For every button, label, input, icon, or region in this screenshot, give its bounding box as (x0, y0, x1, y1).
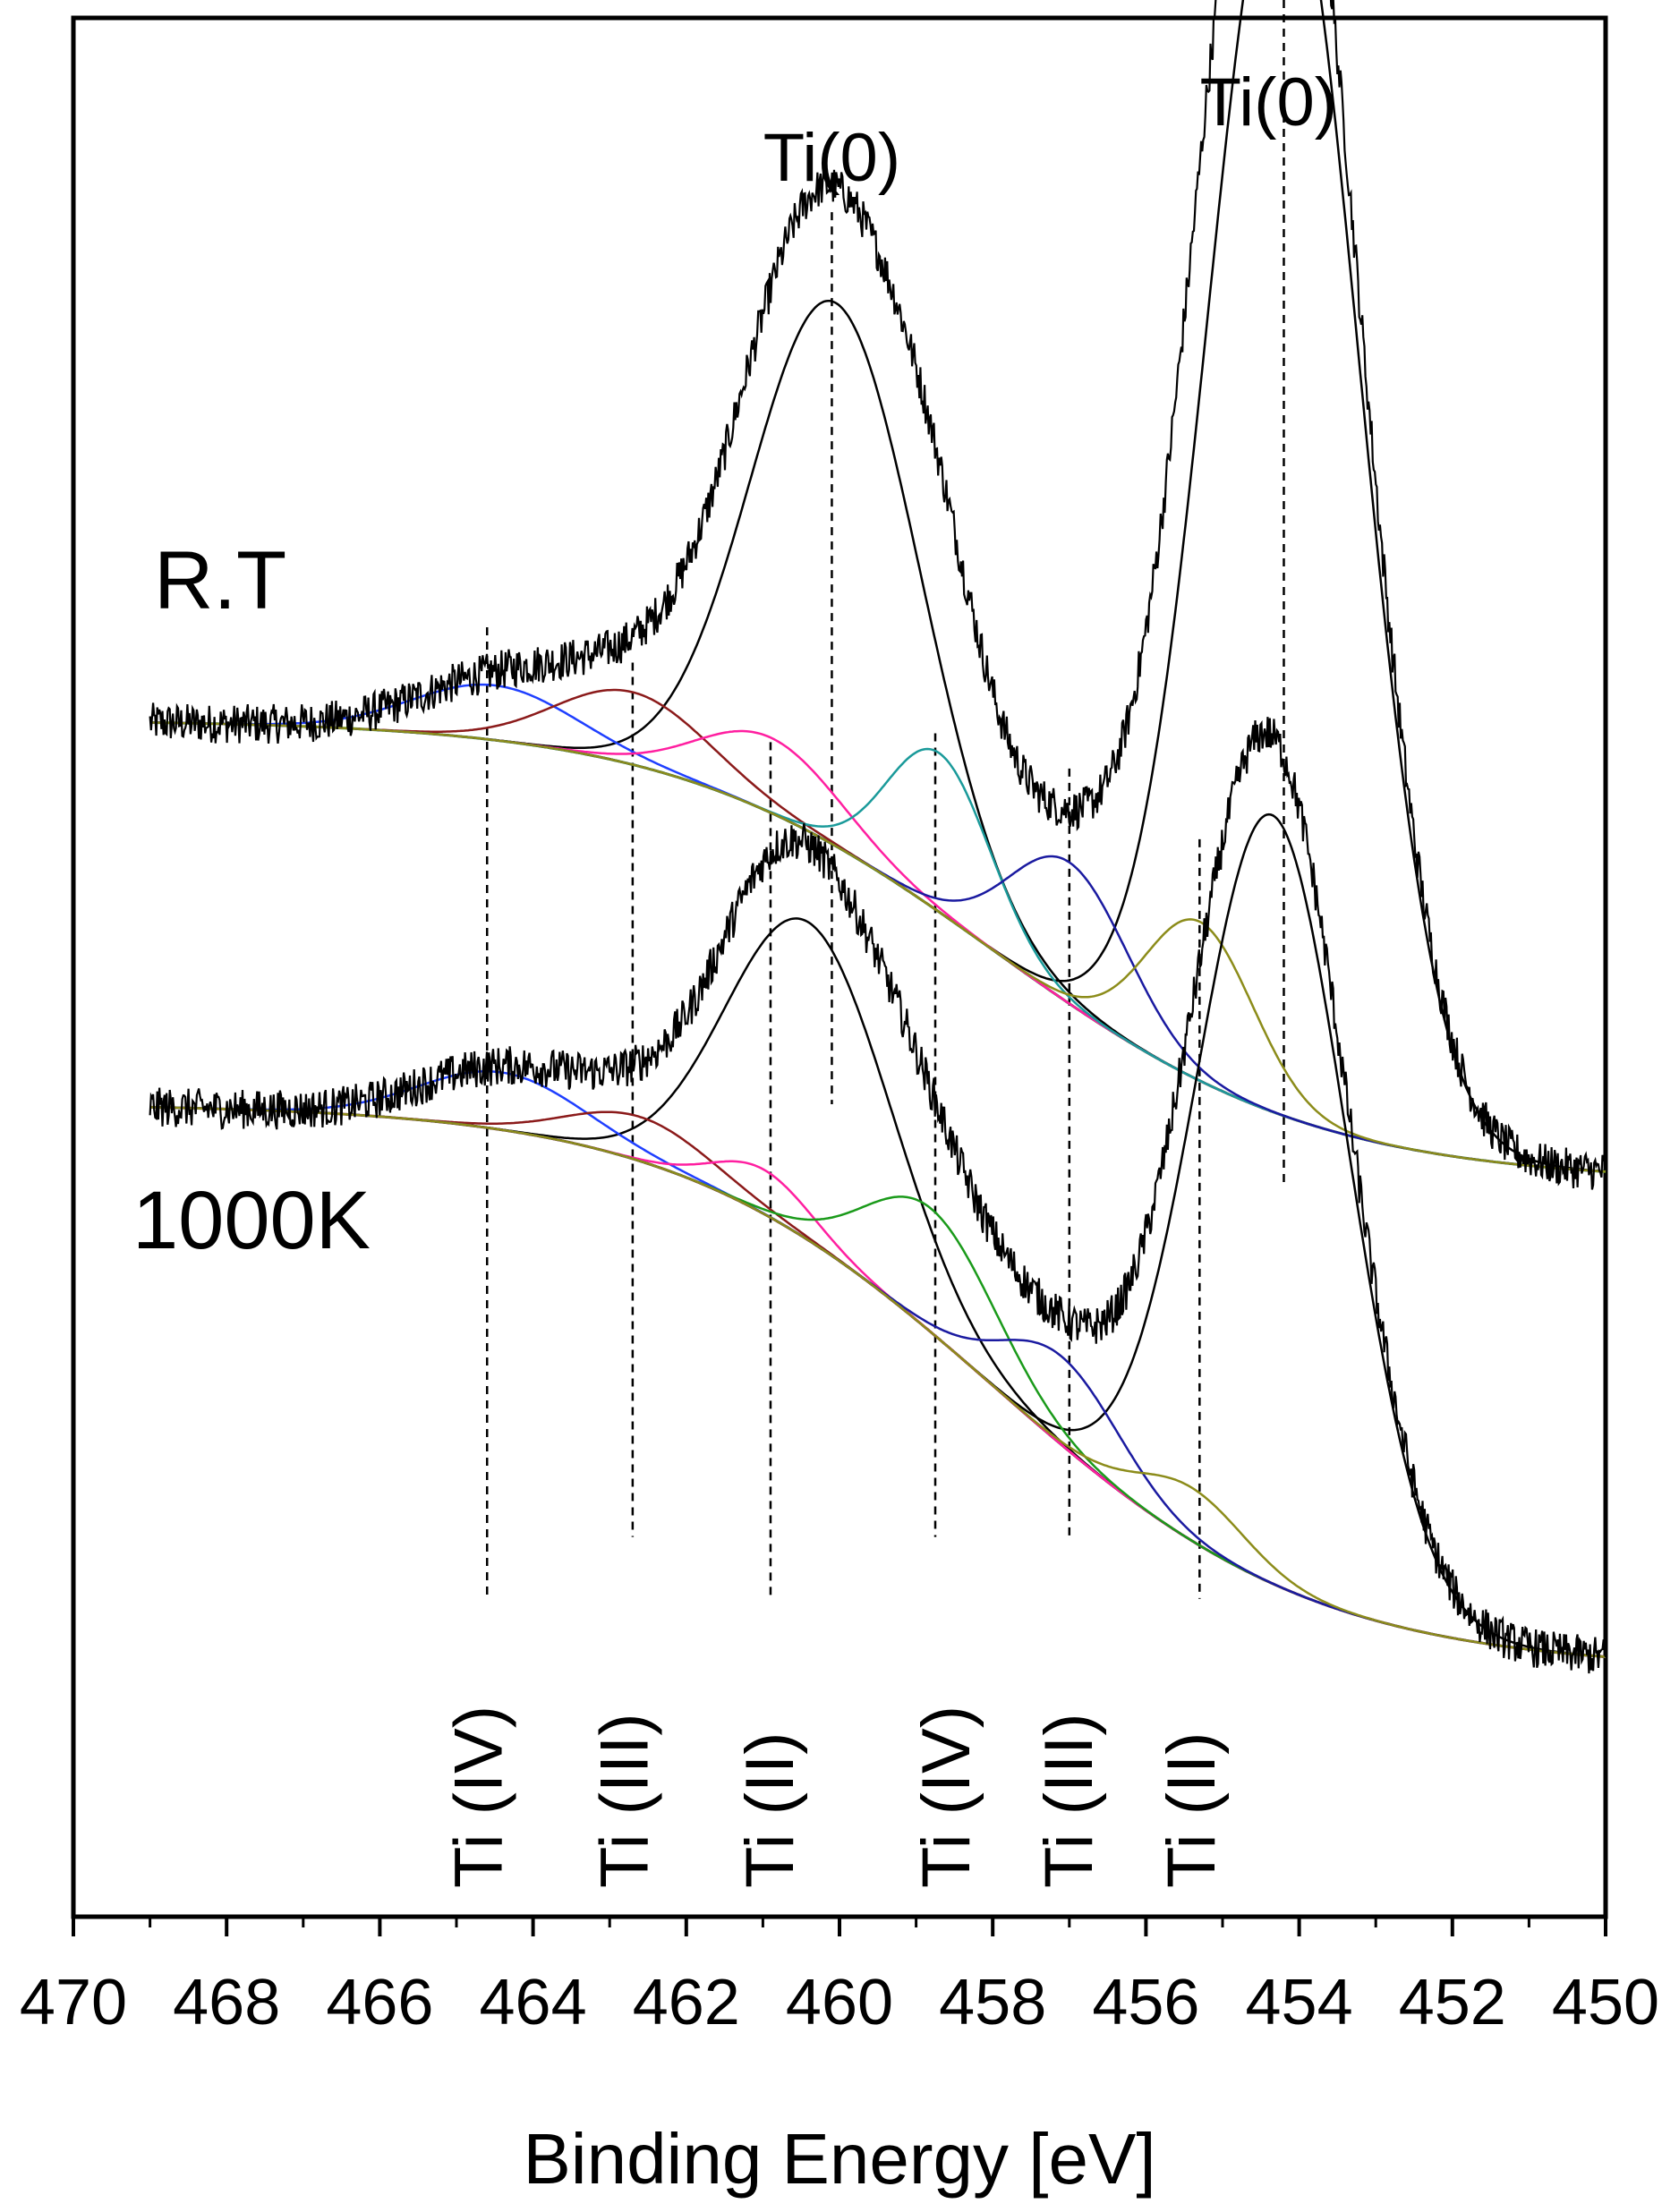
peak-label-vertical-2: Ti (IV) (441, 1706, 517, 1888)
x-tick-label-450: 450 (1552, 1967, 1659, 2038)
annotation-labels: Ti(0) Ti(0) Ti (IV) Ti (III) Ti (II) Ti (IV) T… (132, 64, 1337, 1888)
peak-label-vertical-7: Ti (II) (1154, 1732, 1230, 1888)
component-peak-0-0 (149, 299, 1607, 1173)
x-tick-label-458: 458 (939, 1967, 1046, 2038)
x-tick-label-460: 460 (786, 1967, 893, 2038)
raw-spectrum-1 (149, 717, 1607, 1674)
peak-label-vertical-6: Ti (III) (1031, 1713, 1107, 1888)
peak-label-vertical-5: Ti (IV) (908, 1706, 984, 1888)
x-tick-label-462: 462 (633, 1967, 740, 2038)
sample-label-rt: R.T (154, 535, 286, 626)
x-axis-title: Binding Energy [eV] (523, 2119, 1155, 2199)
x-tick-label-464: 464 (480, 1967, 587, 2038)
x-tick-label-466: 466 (326, 1967, 433, 2038)
curves-layer (149, 0, 1607, 1674)
x-tick-label-456: 456 (1092, 1967, 1199, 2038)
peak-label-above-1: Ti(0) (1200, 64, 1337, 140)
component-peak-1-7 (149, 1106, 1607, 1658)
peak-label-vertical-3: Ti (III) (586, 1713, 662, 1888)
reference-lines (485, 0, 1285, 1599)
x-tick-label-454: 454 (1246, 1967, 1353, 2038)
x-axis: 470 468 466 464 462 460 458 456 454 452 450 (20, 1917, 1659, 2038)
raw-spectrum-0 (149, 0, 1607, 1190)
x-tick-label-452: 452 (1399, 1967, 1506, 2038)
sample-label-1000k: 1000K (132, 1175, 371, 1266)
peak-label-vertical-4: Ti (II) (732, 1732, 808, 1888)
x-tick-label-468: 468 (173, 1967, 280, 2038)
x-tick-label-470: 470 (20, 1967, 127, 2038)
component-peak-0-7 (149, 721, 1607, 1173)
peak-label-above-0: Ti(0) (763, 120, 900, 196)
